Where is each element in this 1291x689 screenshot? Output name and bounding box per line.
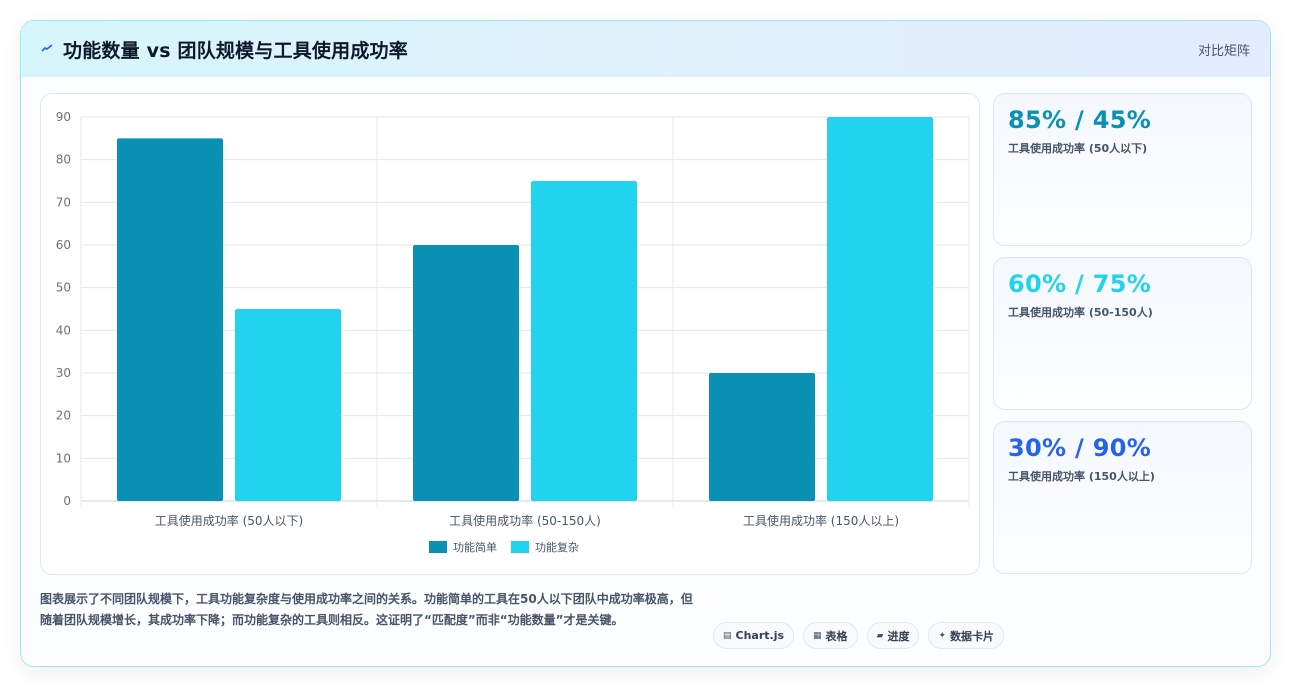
bar	[531, 181, 637, 501]
chip-label: 数据卡片	[950, 629, 995, 643]
stat-card-mid-team: 60% / 75% 工具使用成功率 (50-150人)	[993, 257, 1252, 410]
stat-value: 60% / 75%	[1008, 270, 1152, 298]
y-tick-label: 0	[63, 494, 71, 508]
chip-data-cards[interactable]: ✦ 数据卡片	[928, 622, 1005, 649]
chart-card: 功能数量 vs 团队规模与工具使用成功率 对比矩阵 0 10 20 30 40 50 60 7…	[20, 20, 1271, 667]
progress-icon: ▰	[876, 630, 884, 641]
y-tick-label: 90	[56, 110, 71, 124]
legend-label: 功能简单	[453, 540, 497, 554]
chip-progress[interactable]: ▰ 进度	[866, 622, 920, 649]
bar	[827, 117, 933, 501]
stat-label: 工具使用成功率 (150人以上)	[1008, 470, 1155, 483]
x-tick-label: 工具使用成功率 (50人以下)	[155, 513, 303, 528]
y-tick-label: 30	[56, 366, 71, 380]
bar	[413, 245, 519, 501]
chip-label: 进度	[887, 629, 910, 643]
legend-label: 功能复杂	[535, 540, 579, 554]
x-tick-label: 工具使用成功率 (150人以上)	[743, 513, 899, 528]
y-tick-label: 10	[56, 451, 71, 465]
stat-card-small-team: 85% / 45% 工具使用成功率 (50人以下)	[993, 93, 1252, 246]
sparkle-icon: ✦	[938, 630, 947, 641]
y-tick-label: 50	[56, 281, 71, 295]
card-header: 功能数量 vs 团队规模与工具使用成功率 对比矩阵	[21, 21, 1270, 77]
stat-value: 85% / 45%	[1008, 106, 1152, 134]
stat-label: 工具使用成功率 (50人以下)	[1008, 142, 1148, 155]
chip-chartjs[interactable]: ▤ Chart.js	[713, 622, 795, 649]
y-tick-label: 80	[56, 153, 71, 167]
bar	[709, 373, 815, 501]
stat-label: 工具使用成功率 (50-150人)	[1008, 306, 1153, 319]
chip-label: 表格	[825, 629, 848, 643]
chart-icon: ▤	[723, 630, 732, 641]
header-tag: 对比矩阵	[1197, 44, 1250, 59]
stat-value: 30% / 90%	[1008, 434, 1152, 462]
legend-swatch	[511, 541, 529, 553]
table-icon: ▦	[813, 630, 822, 641]
x-tick-label: 工具使用成功率 (50-150人)	[449, 513, 601, 528]
trend-line-icon	[41, 41, 53, 57]
y-tick-label: 20	[56, 409, 71, 423]
bar-chart: 0 10 20 30 40 50 60 70 80 90 工具使用成功率 (50人以下) 工具使用成功…	[56, 110, 970, 554]
chip-label: Chart.js	[735, 629, 785, 642]
page-title: 功能数量 vs 团队规模与工具使用成功率	[63, 39, 408, 62]
chip-group: ▤ Chart.js ▦ 表格 ▰ 进度 ✦ 数据卡片	[713, 622, 1005, 649]
bar	[117, 138, 223, 502]
stat-card-large-team: 30% / 90% 工具使用成功率 (150人以上)	[993, 421, 1252, 574]
chart-panel: 0 10 20 30 40 50 60 70 80 90 工具使用成功率 (50人以下) 工具使用成功…	[40, 93, 980, 575]
chart-description: 图表展示了不同团队规模下，工具功能复杂度与使用成功率之间的关系。功能简单的工具在…	[40, 592, 693, 627]
legend-swatch	[429, 541, 447, 553]
y-tick-label: 70	[56, 195, 71, 209]
chip-table[interactable]: ▦ 表格	[803, 622, 858, 649]
y-tick-label: 40	[56, 323, 71, 337]
y-tick-label: 60	[56, 238, 71, 252]
bar	[235, 309, 341, 501]
